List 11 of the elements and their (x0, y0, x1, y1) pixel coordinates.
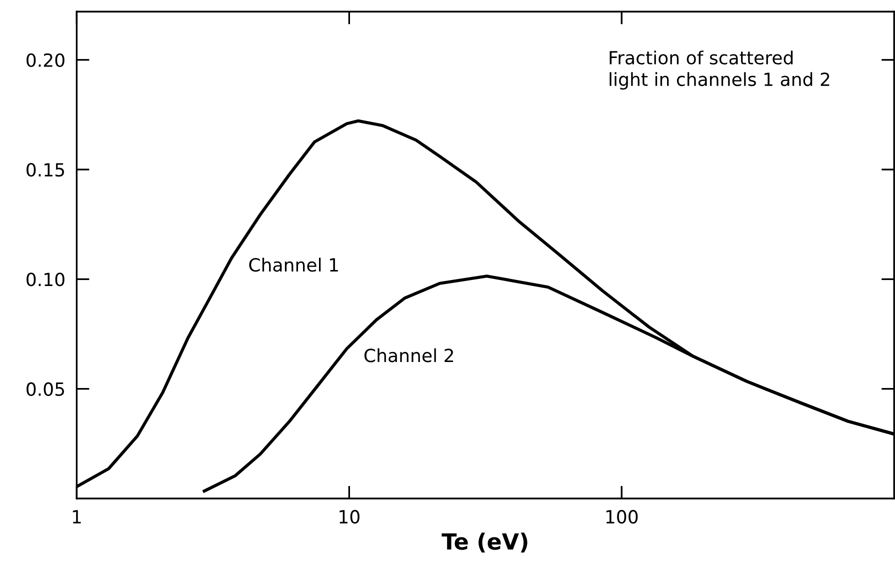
annotation: Fraction of scattered light in channels 1 and 2 (610, 50, 830, 90)
y-tick-label: 0.20 (26, 53, 64, 67)
y-tick-label: 0.05 (26, 382, 64, 396)
y-tick-label: 0.15 (26, 162, 64, 177)
x-tick-label: 100 (606, 510, 638, 524)
y-tick-label: 0.10 (26, 272, 64, 286)
series-label: Channel 1 (249, 258, 338, 272)
x-tick-label: 10 (340, 510, 360, 524)
x-tick-label: 1 (72, 510, 81, 524)
x-axis-title: Te (eV) (442, 532, 528, 552)
series-label: Channel 2 (364, 348, 453, 362)
